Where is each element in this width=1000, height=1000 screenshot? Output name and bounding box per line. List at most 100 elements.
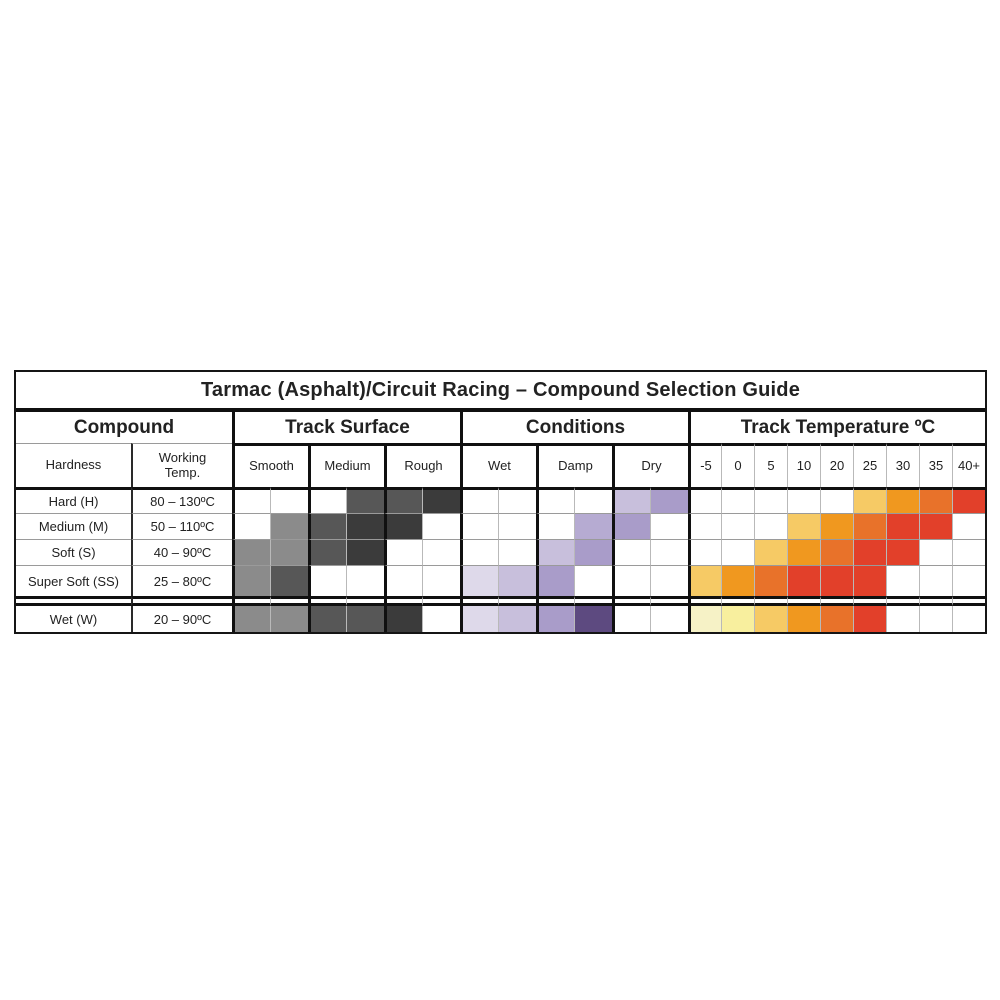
subheader-wet: Wet bbox=[460, 443, 536, 487]
temperature-cell bbox=[919, 606, 952, 632]
subheader-temp-20: 20 bbox=[820, 443, 853, 487]
subheader-hardness: Hardness bbox=[16, 443, 131, 487]
temperature-cell bbox=[952, 539, 985, 565]
temperature-cell bbox=[820, 539, 853, 565]
surface-cell bbox=[232, 539, 270, 565]
conditions-cell bbox=[460, 539, 498, 565]
separator-band bbox=[952, 596, 985, 606]
temperature-cell bbox=[919, 487, 952, 513]
surface-cell bbox=[270, 539, 308, 565]
subheader-dry: Dry bbox=[612, 443, 688, 487]
separator-band bbox=[574, 596, 612, 606]
temperature-cell bbox=[919, 565, 952, 596]
separator-band bbox=[308, 596, 346, 606]
subheader-working-temp: Working Temp. bbox=[131, 443, 232, 487]
separator-band bbox=[270, 596, 308, 606]
temperature-cell bbox=[853, 606, 886, 632]
working-temp-value: 25 – 80ºC bbox=[131, 565, 232, 596]
temperature-cell bbox=[886, 487, 919, 513]
subheader-temp-5: 5 bbox=[754, 443, 787, 487]
compound-row-label: Wet (W) bbox=[16, 606, 131, 632]
surface-cell bbox=[422, 539, 460, 565]
separator-band bbox=[886, 596, 919, 606]
temperature-cell bbox=[754, 606, 787, 632]
temperature-cell bbox=[886, 606, 919, 632]
surface-cell bbox=[232, 606, 270, 632]
temperature-cell bbox=[721, 539, 754, 565]
conditions-cell bbox=[498, 487, 536, 513]
subheader-medium: Medium bbox=[308, 443, 384, 487]
surface-cell bbox=[346, 487, 384, 513]
temperature-cell bbox=[853, 539, 886, 565]
surface-cell bbox=[308, 606, 346, 632]
surface-cell bbox=[384, 606, 422, 632]
conditions-cell bbox=[650, 606, 688, 632]
surface-cell bbox=[422, 487, 460, 513]
separator-band bbox=[787, 596, 820, 606]
conditions-cell bbox=[650, 539, 688, 565]
separator-band bbox=[232, 596, 270, 606]
surface-cell bbox=[308, 539, 346, 565]
table-title: Tarmac (Asphalt)/Circuit Racing – Compou… bbox=[16, 372, 985, 412]
conditions-cell bbox=[460, 513, 498, 539]
conditions-cell bbox=[612, 513, 650, 539]
temperature-cell bbox=[853, 513, 886, 539]
temperature-cell bbox=[688, 487, 721, 513]
surface-cell bbox=[232, 513, 270, 539]
surface-cell bbox=[422, 513, 460, 539]
conditions-cell bbox=[498, 513, 536, 539]
surface-cell bbox=[346, 513, 384, 539]
temperature-cell bbox=[787, 539, 820, 565]
temperature-cell bbox=[721, 487, 754, 513]
temperature-cell bbox=[820, 487, 853, 513]
conditions-cell bbox=[536, 606, 574, 632]
separator-band bbox=[346, 596, 384, 606]
compound-row-label: Super Soft (SS) bbox=[16, 565, 131, 596]
separator-band bbox=[721, 596, 754, 606]
working-temp-value: 80 – 130ºC bbox=[131, 487, 232, 513]
conditions-cell bbox=[612, 565, 650, 596]
conditions-cell bbox=[612, 606, 650, 632]
surface-cell bbox=[422, 565, 460, 596]
temperature-cell bbox=[919, 513, 952, 539]
surface-cell bbox=[384, 487, 422, 513]
compound-row-label: Medium (M) bbox=[16, 513, 131, 539]
subheader-temp-0: 0 bbox=[721, 443, 754, 487]
conditions-cell bbox=[498, 539, 536, 565]
compound-guide-table: Tarmac (Asphalt)/Circuit Racing – Compou… bbox=[14, 370, 987, 634]
temperature-cell bbox=[754, 565, 787, 596]
surface-cell bbox=[346, 565, 384, 596]
temperature-cell bbox=[721, 513, 754, 539]
working-temp-value: 40 – 90ºC bbox=[131, 539, 232, 565]
working-temp-value: 20 – 90ºC bbox=[131, 606, 232, 632]
separator-band bbox=[820, 596, 853, 606]
temperature-cell bbox=[853, 487, 886, 513]
temperature-cell bbox=[754, 487, 787, 513]
separator-band bbox=[131, 596, 232, 606]
separator-band bbox=[650, 596, 688, 606]
conditions-cell bbox=[460, 606, 498, 632]
conditions-cell bbox=[612, 539, 650, 565]
subheader-temp--5: -5 bbox=[688, 443, 721, 487]
section-header-compound: Compound bbox=[16, 412, 232, 443]
temperature-cell bbox=[952, 606, 985, 632]
conditions-cell bbox=[574, 539, 612, 565]
surface-cell bbox=[308, 487, 346, 513]
conditions-cell bbox=[498, 565, 536, 596]
temperature-cell bbox=[721, 606, 754, 632]
temperature-cell bbox=[787, 487, 820, 513]
surface-cell bbox=[232, 565, 270, 596]
section-header-conditions: Conditions bbox=[460, 412, 688, 443]
temperature-cell bbox=[787, 565, 820, 596]
temperature-cell bbox=[754, 513, 787, 539]
separator-band bbox=[853, 596, 886, 606]
conditions-cell bbox=[612, 487, 650, 513]
conditions-cell bbox=[536, 565, 574, 596]
conditions-cell bbox=[460, 487, 498, 513]
surface-cell bbox=[270, 565, 308, 596]
surface-cell bbox=[384, 513, 422, 539]
surface-cell bbox=[308, 565, 346, 596]
surface-cell bbox=[422, 606, 460, 632]
temperature-cell bbox=[820, 565, 853, 596]
temperature-cell bbox=[688, 565, 721, 596]
